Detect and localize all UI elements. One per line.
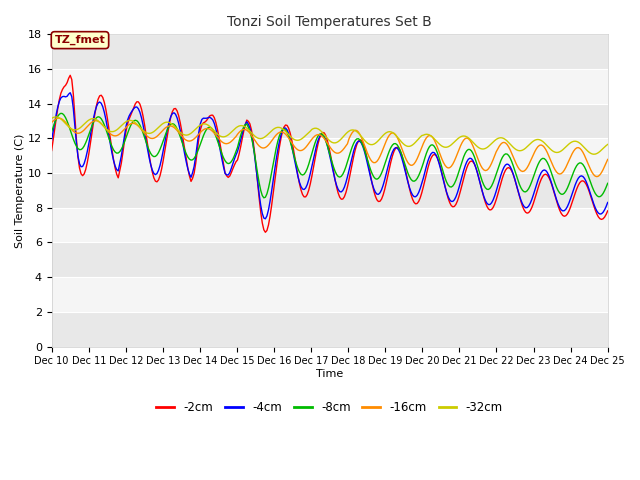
-8cm [576,160,584,166]
Bar [52,138,608,173]
-2cm [48,148,56,154]
-32cm [243,125,251,131]
-2cm [67,72,74,78]
Line: -32cm: -32cm [52,117,608,154]
Line: -2cm: -2cm [52,75,608,232]
Bar [52,69,608,104]
-16cm [118,130,125,135]
-8cm [260,195,268,201]
-2cm [243,117,251,123]
-4cm [294,173,301,179]
-4cm [234,149,241,155]
-8cm [57,110,65,116]
-32cm [234,124,241,130]
-8cm [118,146,125,152]
Text: TZ_fmet: TZ_fmet [54,35,106,45]
-4cm [262,216,269,222]
-32cm [292,137,300,143]
-8cm [604,180,612,186]
-2cm [576,180,584,186]
-4cm [576,174,584,180]
Title: Tonzi Soil Temperatures Set B: Tonzi Soil Temperatures Set B [227,15,432,29]
-32cm [604,142,612,147]
-4cm [215,141,223,146]
-16cm [292,146,300,152]
-16cm [215,136,223,142]
-4cm [243,119,251,125]
-16cm [575,145,582,151]
-8cm [48,129,56,134]
X-axis label: Time: Time [316,369,343,379]
Bar [52,277,608,312]
Bar [52,312,608,347]
-32cm [118,123,125,129]
-2cm [234,157,241,163]
-32cm [52,114,60,120]
-32cm [48,116,56,121]
-16cm [48,120,56,125]
-16cm [56,115,63,121]
-16cm [604,156,612,162]
-16cm [234,132,241,137]
Bar [52,104,608,138]
Bar [52,242,608,277]
-16cm [593,174,601,180]
Bar [52,208,608,242]
-2cm [294,173,301,179]
Bar [52,173,608,208]
Line: -4cm: -4cm [52,93,608,219]
Line: -16cm: -16cm [52,118,608,177]
-8cm [234,144,241,150]
-8cm [294,166,301,171]
-32cm [215,132,223,138]
-4cm [118,153,125,159]
-4cm [67,90,74,96]
-8cm [243,121,251,127]
-16cm [243,127,251,133]
-2cm [604,208,612,214]
Legend: -2cm, -4cm, -8cm, -16cm, -32cm: -2cm, -4cm, -8cm, -16cm, -32cm [152,396,508,419]
-2cm [118,160,125,166]
-4cm [604,200,612,205]
-2cm [215,134,223,140]
Bar [52,35,608,69]
-2cm [262,229,269,235]
Y-axis label: Soil Temperature (C): Soil Temperature (C) [15,133,25,248]
Line: -8cm: -8cm [52,113,608,198]
-4cm [48,137,56,143]
-8cm [215,142,223,148]
-32cm [590,151,598,157]
-32cm [575,139,582,145]
